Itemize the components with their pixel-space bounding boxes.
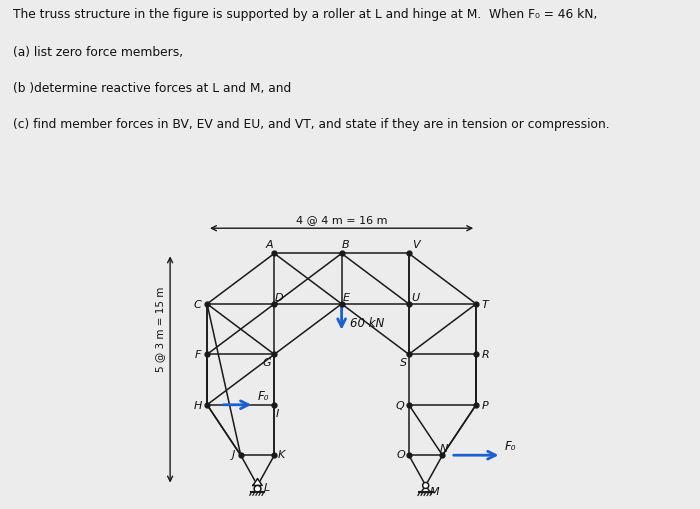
Text: The truss structure in the figure is supported by a roller at L and hinge at M. : The truss structure in the figure is sup… (13, 8, 597, 20)
Text: B: B (342, 240, 349, 250)
Text: N: N (440, 443, 448, 453)
Polygon shape (421, 486, 430, 492)
Text: F₀: F₀ (505, 439, 516, 453)
Text: T: T (482, 299, 489, 309)
Text: S: S (400, 357, 407, 367)
Text: F: F (195, 350, 201, 360)
Circle shape (254, 486, 261, 492)
Text: (c) find member forces in BV, EV and EU, and VT, and state if they are in tensio: (c) find member forces in BV, EV and EU,… (13, 118, 609, 131)
Text: V: V (412, 240, 419, 250)
Text: C: C (194, 299, 202, 309)
Text: 60 kN: 60 kN (350, 316, 384, 329)
Text: O: O (397, 448, 406, 459)
Text: H: H (194, 400, 202, 410)
Circle shape (423, 483, 428, 489)
Text: 4 @ 4 m = 16 m: 4 @ 4 m = 16 m (296, 215, 387, 225)
Text: L: L (264, 482, 270, 492)
Text: E: E (343, 293, 350, 302)
Text: U: U (412, 293, 419, 302)
Text: J: J (232, 448, 235, 459)
Polygon shape (253, 478, 262, 486)
Text: Q: Q (395, 400, 404, 410)
Text: R: R (482, 350, 489, 360)
Text: G: G (262, 357, 271, 367)
Text: D: D (275, 293, 284, 302)
Text: K: K (277, 448, 285, 459)
Text: (b )determine reactive forces at L and M, and: (b )determine reactive forces at L and M… (13, 81, 291, 94)
Text: F₀: F₀ (258, 389, 269, 402)
Text: I: I (275, 408, 279, 418)
Text: A: A (265, 240, 273, 250)
Text: (a) list zero force members,: (a) list zero force members, (13, 46, 183, 59)
Text: P: P (482, 400, 489, 410)
Text: 5 @ 3 m = 15 m: 5 @ 3 m = 15 m (155, 287, 165, 372)
Text: M: M (429, 486, 439, 496)
